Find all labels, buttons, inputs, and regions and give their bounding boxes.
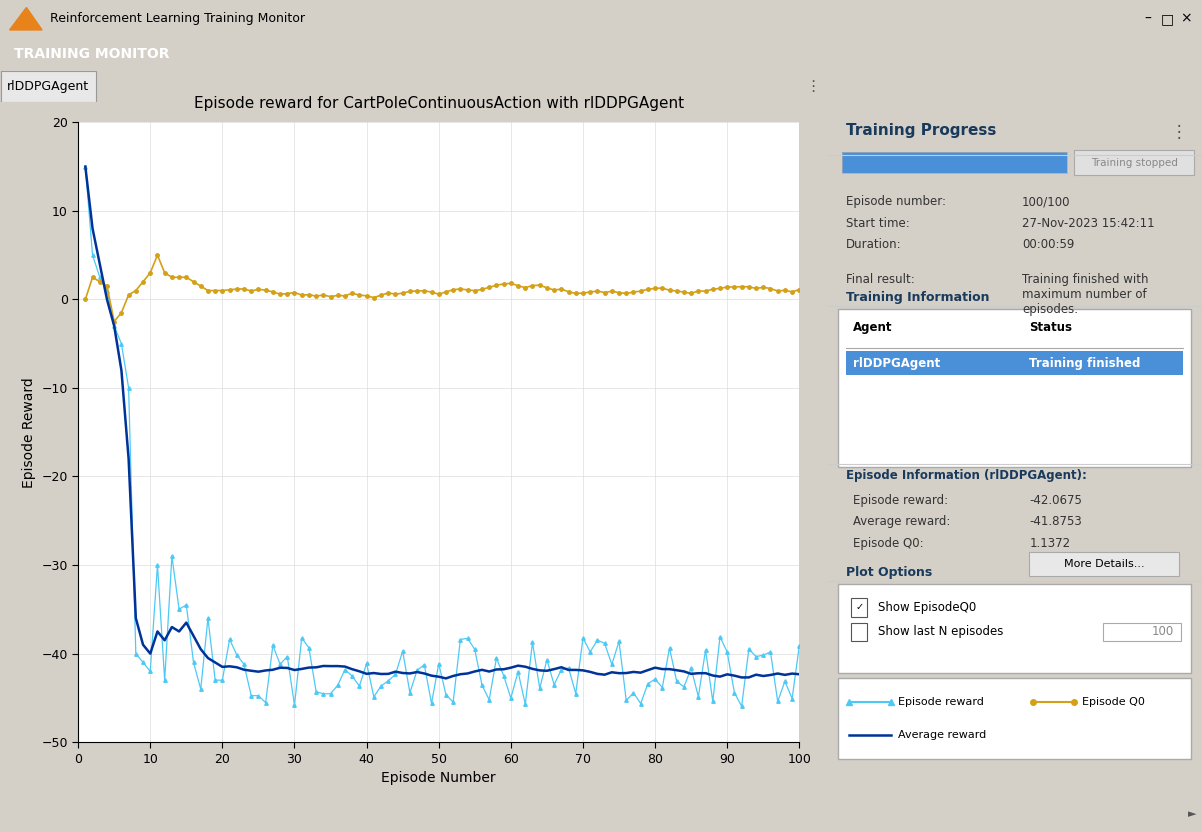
Bar bbox=[1029, 552, 1179, 577]
Text: Plot Options: Plot Options bbox=[846, 566, 932, 579]
Text: Training finished: Training finished bbox=[1029, 357, 1141, 369]
Text: –: – bbox=[1144, 12, 1152, 26]
Text: Duration:: Duration: bbox=[846, 238, 902, 250]
Text: Agent: Agent bbox=[853, 321, 893, 334]
Text: -41.8753: -41.8753 bbox=[1029, 515, 1082, 528]
Text: Training Information: Training Information bbox=[846, 291, 989, 304]
Title: Episode reward for CartPoleContinuousAction with rlDDPGAgent: Episode reward for CartPoleContinuousAct… bbox=[194, 97, 684, 111]
Text: 100: 100 bbox=[1152, 626, 1174, 638]
Text: rlDDPGAgent: rlDDPGAgent bbox=[853, 357, 940, 369]
Text: Training Progress: Training Progress bbox=[846, 123, 996, 138]
Text: TRAINING MONITOR: TRAINING MONITOR bbox=[14, 47, 169, 61]
Text: Average reward: Average reward bbox=[898, 730, 987, 740]
Text: Average reward:: Average reward: bbox=[853, 515, 951, 528]
Text: Show last N episodes: Show last N episodes bbox=[877, 626, 1002, 638]
Text: -42.0675: -42.0675 bbox=[1029, 494, 1082, 507]
Text: Episode reward:: Episode reward: bbox=[853, 494, 948, 507]
Bar bbox=[841, 151, 1067, 173]
Text: Status: Status bbox=[1029, 321, 1072, 334]
Text: ×: × bbox=[1180, 12, 1192, 26]
Bar bbox=[1102, 622, 1182, 641]
Text: rlDDPGAgent: rlDDPGAgent bbox=[7, 80, 89, 92]
Y-axis label: Episode Reward: Episode Reward bbox=[22, 377, 36, 488]
Text: Final result:: Final result: bbox=[846, 273, 915, 285]
Text: ✓: ✓ bbox=[855, 602, 863, 612]
Bar bbox=[1075, 151, 1195, 175]
Text: □: □ bbox=[1161, 12, 1173, 26]
Text: ⋮: ⋮ bbox=[1171, 123, 1188, 141]
Text: 27-Nov-2023 15:42:11: 27-Nov-2023 15:42:11 bbox=[1022, 217, 1155, 230]
Bar bbox=[851, 597, 867, 617]
Text: Episode number:: Episode number: bbox=[846, 196, 946, 208]
Bar bbox=[846, 351, 1183, 375]
Text: 00:00:59: 00:00:59 bbox=[1022, 238, 1075, 250]
Text: Episode Q0: Episode Q0 bbox=[1082, 696, 1144, 706]
Text: Reinforcement Learning Training Monitor: Reinforcement Learning Training Monitor bbox=[50, 12, 305, 25]
Text: Episode Information (rlDDPGAgent):: Episode Information (rlDDPGAgent): bbox=[846, 469, 1087, 482]
Bar bbox=[851, 622, 867, 641]
Text: Start time:: Start time: bbox=[846, 217, 910, 230]
Text: Training stopped: Training stopped bbox=[1091, 157, 1178, 167]
Text: ⋮: ⋮ bbox=[805, 78, 820, 94]
Text: Training finished with
maximum number of
episodes.: Training finished with maximum number of… bbox=[1022, 273, 1148, 315]
Text: 1.1372: 1.1372 bbox=[1029, 537, 1071, 550]
Text: Episode Q0:: Episode Q0: bbox=[853, 537, 924, 550]
Text: Episode reward: Episode reward bbox=[898, 696, 984, 706]
Text: More Details...: More Details... bbox=[1064, 559, 1144, 569]
Bar bbox=[838, 584, 1191, 673]
Bar bbox=[838, 678, 1191, 759]
Polygon shape bbox=[10, 7, 42, 30]
Bar bbox=[841, 151, 1067, 173]
Bar bbox=[838, 310, 1191, 467]
Text: ►: ► bbox=[1188, 809, 1196, 819]
Text: 100/100: 100/100 bbox=[1022, 196, 1071, 208]
Text: Show EpisodeQ0: Show EpisodeQ0 bbox=[877, 601, 976, 614]
Bar bbox=[1, 71, 96, 102]
X-axis label: Episode Number: Episode Number bbox=[381, 771, 496, 785]
